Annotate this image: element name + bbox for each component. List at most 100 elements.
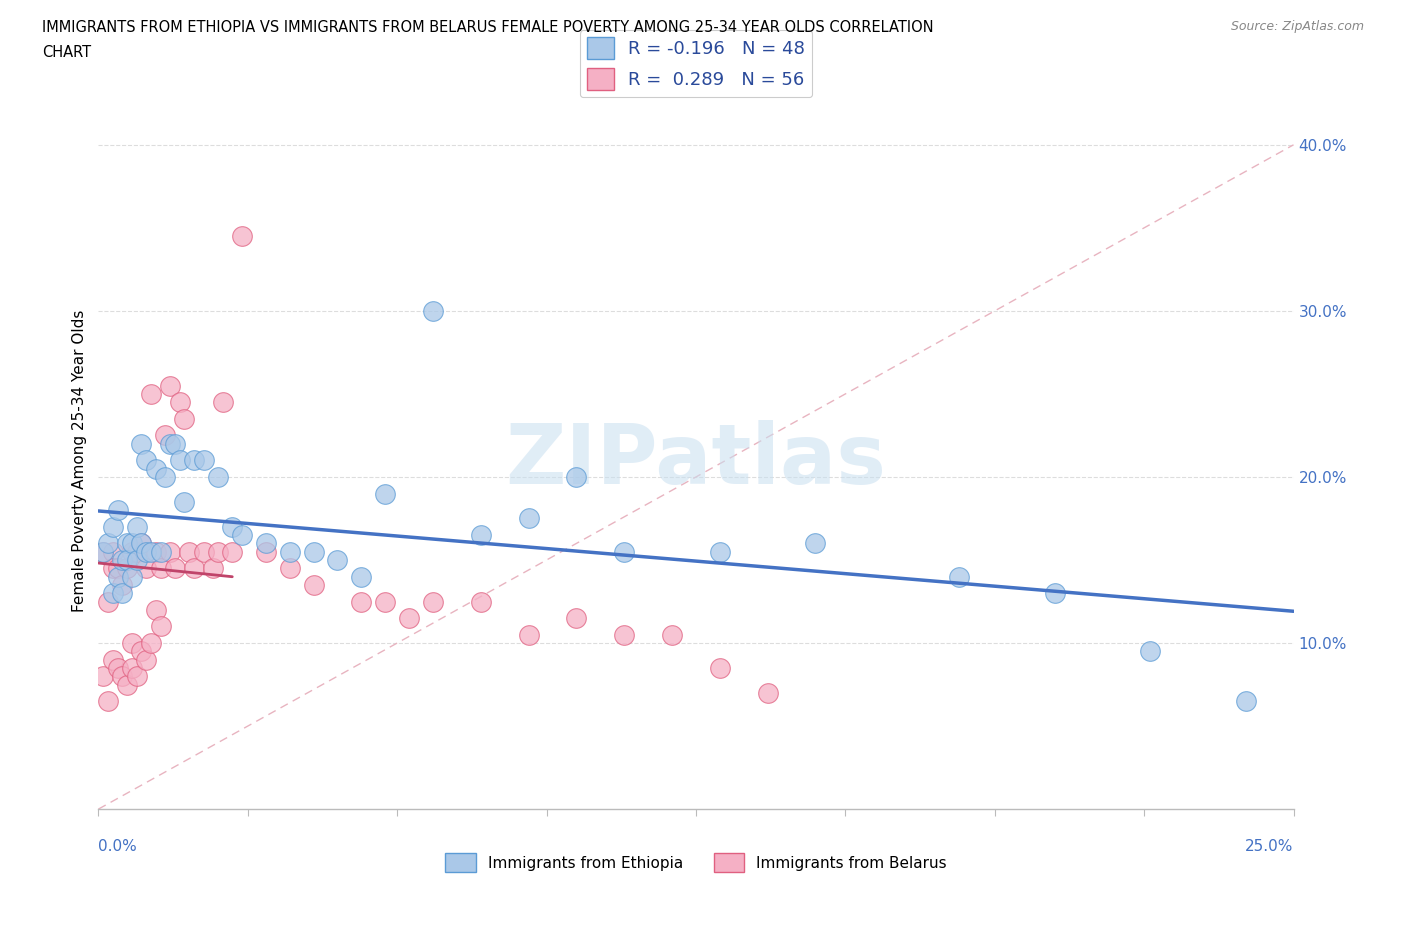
Point [613, 544, 636, 559]
Point [173, 411, 195, 426]
Point [125, 519, 148, 534]
Point [139, 635, 162, 650]
Point [135, 453, 157, 468]
Point [145, 461, 167, 476]
Point [202, 561, 225, 576]
Point [163, 561, 186, 576]
Point [121, 569, 143, 584]
Point [135, 544, 157, 559]
Point [107, 660, 129, 675]
Point [107, 503, 129, 518]
Point [125, 544, 148, 559]
Point [179, 544, 201, 559]
Point [278, 561, 301, 576]
Point [115, 552, 138, 567]
Point [1139, 644, 1161, 658]
Point [145, 544, 167, 559]
Point [149, 561, 172, 576]
Point [374, 594, 396, 609]
Point [422, 303, 444, 318]
Point [131, 644, 153, 658]
Point [115, 677, 138, 692]
Point [159, 379, 181, 393]
Point [159, 544, 181, 559]
Point [613, 628, 636, 643]
Point [131, 436, 153, 451]
Point [231, 527, 253, 542]
Point [121, 635, 143, 650]
Text: ZIPatlas: ZIPatlas [506, 419, 886, 501]
Point [254, 544, 277, 559]
Point [111, 669, 134, 684]
Point [111, 552, 134, 567]
Point [115, 536, 138, 551]
Text: CHART: CHART [42, 45, 91, 60]
Point [139, 544, 162, 559]
Point [231, 229, 253, 244]
Text: IMMIGRANTS FROM ETHIOPIA VS IMMIGRANTS FROM BELARUS FEMALE POVERTY AMONG 25-34 Y: IMMIGRANTS FROM ETHIOPIA VS IMMIGRANTS F… [42, 20, 934, 35]
Point [101, 544, 124, 559]
Point [135, 652, 157, 667]
Point [97, 694, 120, 709]
Point [97, 594, 120, 609]
Point [111, 578, 134, 592]
Legend: Immigrants from Ethiopia, Immigrants from Belarus: Immigrants from Ethiopia, Immigrants fro… [439, 847, 953, 878]
Point [169, 394, 191, 409]
Point [111, 586, 134, 601]
Point [121, 544, 143, 559]
Point [125, 669, 148, 684]
Point [121, 660, 143, 675]
Point [115, 561, 138, 576]
Point [350, 569, 373, 584]
Point [374, 486, 396, 501]
Point [121, 536, 143, 551]
Text: Source: ZipAtlas.com: Source: ZipAtlas.com [1230, 20, 1364, 33]
Point [661, 628, 683, 643]
Point [125, 552, 148, 567]
Y-axis label: Female Poverty Among 25-34 Year Olds: Female Poverty Among 25-34 Year Olds [72, 309, 87, 612]
Point [422, 594, 444, 609]
Point [207, 470, 229, 485]
Point [517, 512, 540, 526]
Point [107, 561, 129, 576]
Point [948, 569, 970, 584]
Point [101, 586, 124, 601]
Point [302, 544, 325, 559]
Point [221, 519, 243, 534]
Point [131, 536, 153, 551]
Point [756, 685, 779, 700]
Point [565, 470, 588, 485]
Point [135, 561, 157, 576]
Point [173, 495, 195, 510]
Point [517, 628, 540, 643]
Point [107, 569, 129, 584]
Point [169, 453, 191, 468]
Point [221, 544, 243, 559]
Point [91, 544, 114, 559]
Point [163, 436, 186, 451]
Point [211, 394, 233, 409]
Point [565, 611, 588, 626]
Point [193, 453, 215, 468]
Point [254, 536, 277, 551]
Point [155, 470, 177, 485]
Point [804, 536, 827, 551]
Point [709, 544, 731, 559]
Point [139, 387, 162, 402]
Point [101, 561, 124, 576]
Point [131, 536, 153, 551]
Text: 25.0%: 25.0% [1246, 839, 1294, 854]
Text: 0.0%: 0.0% [98, 839, 138, 854]
Point [149, 544, 172, 559]
Point [302, 578, 325, 592]
Point [91, 669, 114, 684]
Point [91, 544, 114, 559]
Point [97, 536, 120, 551]
Point [326, 552, 349, 567]
Point [145, 603, 167, 618]
Point [709, 660, 731, 675]
Point [193, 544, 215, 559]
Point [470, 527, 492, 542]
Point [1043, 586, 1066, 601]
Point [398, 611, 420, 626]
